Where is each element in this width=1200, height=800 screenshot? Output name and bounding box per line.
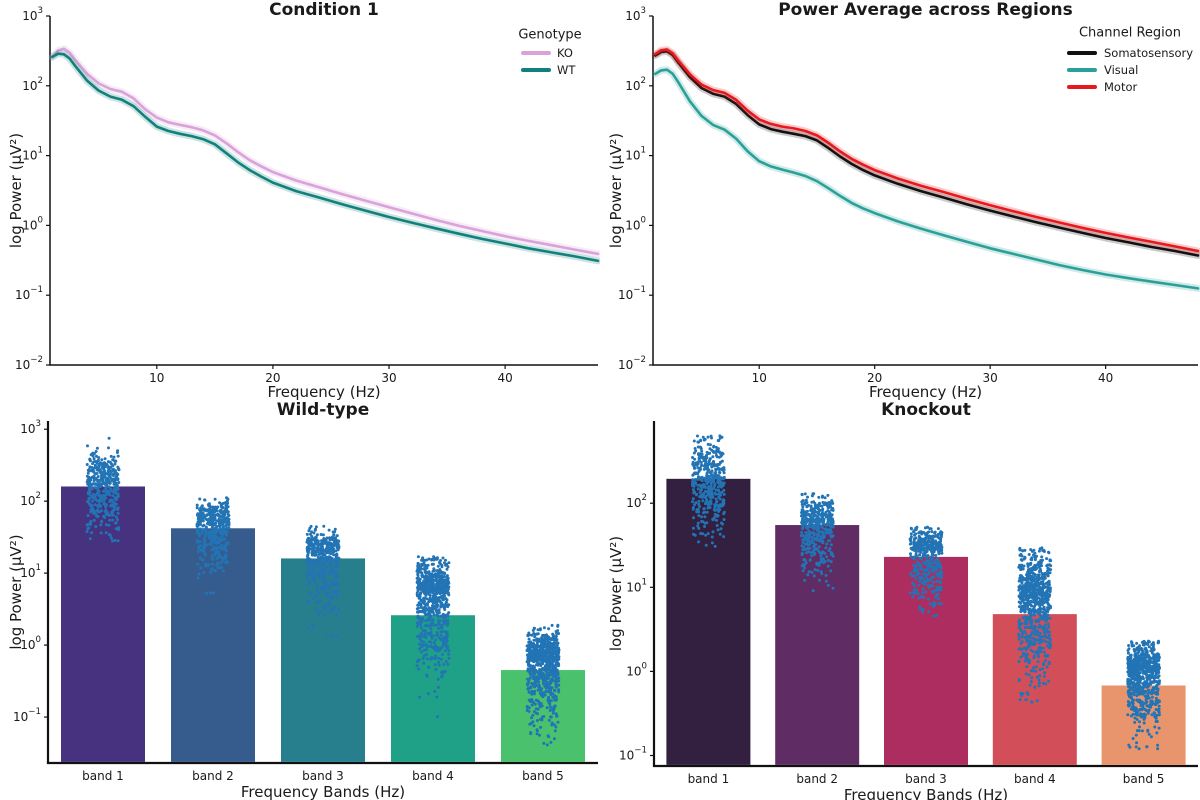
bar-band-5 bbox=[1101, 685, 1186, 765]
legend-label-WT: WT bbox=[557, 63, 576, 77]
panel-wild-type: 103 102 101 100 10−1 log Power (μV²) Wild-type… bbox=[0, 400, 600, 800]
legend-label-Motor: Motor bbox=[1104, 80, 1138, 94]
bar-band-2 bbox=[171, 528, 255, 762]
y-tick-label: 100 bbox=[626, 661, 647, 678]
legend-label-Somatosensory: Somatosensory bbox=[1104, 46, 1193, 60]
strip-band-1 bbox=[691, 434, 726, 548]
line-KO bbox=[51, 47, 600, 256]
x-tick-label: band 5 bbox=[1123, 772, 1165, 786]
y-tick-label: 101 bbox=[625, 146, 646, 163]
strip-band-2 bbox=[799, 492, 835, 593]
strip-band-3 bbox=[305, 524, 341, 638]
x-tick-label: band 1 bbox=[688, 772, 730, 786]
bar-band-1 bbox=[61, 486, 145, 762]
x-tick-label: 10 bbox=[149, 371, 164, 385]
chart-title: Power Average across Regions bbox=[778, 0, 1073, 20]
x-tick-label: band 1 bbox=[82, 769, 124, 783]
x-tick-label: 10 bbox=[752, 371, 767, 385]
y-axis-label: log Power (μV²) bbox=[7, 133, 25, 248]
y-tick-label: 10−1 bbox=[619, 745, 647, 762]
y-tick-label: 102 bbox=[626, 493, 647, 510]
bar-band-4 bbox=[992, 614, 1077, 765]
x-tick-label: band 3 bbox=[905, 772, 947, 786]
strip-band-4 bbox=[1017, 546, 1053, 704]
x-tick-label: band 2 bbox=[796, 772, 838, 786]
y-tick-label: 10−1 bbox=[618, 285, 646, 302]
strip-band-1 bbox=[85, 436, 121, 543]
line-WT bbox=[51, 52, 600, 263]
x-tick-label: band 2 bbox=[192, 769, 234, 783]
y-tick-label: 100 bbox=[625, 215, 646, 232]
x-tick-label: 40 bbox=[497, 371, 512, 385]
x-tick-label: 20 bbox=[867, 371, 882, 385]
panel-condition-1: 103 102 101 100 10−1 10−2 log Power (μV²) Condi… bbox=[0, 0, 600, 400]
chart-knockout: 102 101 100 10−1 log Power (μV²) Knockout band… bbox=[607, 400, 1198, 800]
y-tick-label: 10−1 bbox=[13, 707, 41, 724]
y-tick-label: 100 bbox=[22, 215, 43, 232]
chart-power-average-across-regions: 103 102 101 100 10−1 10−2 log Power (μV²) Power… bbox=[607, 0, 1200, 400]
x-tick-label: 30 bbox=[381, 371, 396, 385]
y-tick-label: 10−2 bbox=[15, 355, 43, 372]
y-tick-label: 10−2 bbox=[618, 355, 646, 372]
ci-band-WT bbox=[48, 50, 600, 265]
line-Motor bbox=[654, 48, 1200, 253]
legend-title: Genotype bbox=[518, 28, 581, 43]
y-tick-label: 102 bbox=[20, 491, 41, 508]
y-tick-label: 101 bbox=[626, 577, 647, 594]
x-tick-label: 40 bbox=[1098, 371, 1113, 385]
chart-title: Condition 1 bbox=[269, 0, 379, 20]
panel-knockout: 102 101 100 10−1 log Power (μV²) Knockout band… bbox=[600, 400, 1200, 800]
legend-title: Channel Region bbox=[1079, 26, 1181, 41]
strip-band-3 bbox=[908, 525, 944, 618]
strip-band-4 bbox=[415, 555, 451, 719]
legend-label-KO: KO bbox=[557, 46, 573, 60]
panel-power-average: 103 102 101 100 10−1 10−2 log Power (μV²) Power… bbox=[600, 0, 1200, 400]
bar-band-4 bbox=[391, 615, 475, 762]
bar-band-2 bbox=[775, 525, 860, 765]
x-tick-label: band 4 bbox=[1014, 772, 1056, 786]
legend: Channel Region Somatosensory Visual Motor bbox=[1067, 26, 1193, 94]
x-tick-label: 30 bbox=[983, 371, 998, 385]
x-tick-label: band 5 bbox=[522, 769, 564, 783]
x-axis-label: Frequency (Hz) bbox=[869, 383, 982, 400]
x-axis-label: Frequency (Hz) bbox=[267, 383, 380, 400]
y-axis-label: log Power (μV²) bbox=[607, 536, 625, 651]
y-tick-label: 103 bbox=[20, 419, 41, 436]
bar-band-1 bbox=[666, 478, 751, 765]
y-tick-label: 102 bbox=[22, 76, 43, 93]
y-tick-label: 102 bbox=[625, 76, 646, 93]
chart-condition-1: 103 102 101 100 10−1 10−2 log Power (μV²) Condi… bbox=[7, 0, 600, 400]
bar-band-3 bbox=[884, 556, 968, 765]
legend: Genotype KO WT bbox=[518, 28, 581, 78]
line-Visual bbox=[654, 68, 1200, 290]
x-tick-label: band 4 bbox=[412, 769, 454, 783]
x-tick-label: 20 bbox=[265, 371, 280, 385]
y-tick-label: 103 bbox=[625, 6, 646, 23]
line-Somatosensory bbox=[654, 50, 1200, 257]
y-tick-label: 10−1 bbox=[15, 285, 43, 302]
strip-band-2 bbox=[195, 496, 231, 595]
x-axis-label: Frequency Bands (Hz) bbox=[241, 783, 405, 800]
x-tick-label: band 3 bbox=[302, 769, 344, 783]
legend-label-Visual: Visual bbox=[1104, 63, 1138, 77]
y-axis-label: log Power (μV²) bbox=[607, 133, 625, 248]
y-axis-label: log Power (μV²) bbox=[7, 534, 25, 649]
ci-band-KO bbox=[48, 45, 600, 258]
x-axis-label: Frequency Bands (Hz) bbox=[844, 786, 1008, 800]
strip-band-5 bbox=[525, 623, 561, 747]
strip-band-5 bbox=[1126, 639, 1161, 751]
y-tick-label: 103 bbox=[22, 6, 43, 23]
y-tick-label: 101 bbox=[22, 146, 43, 163]
chart-title: Wild-type bbox=[277, 400, 370, 420]
bar-band-3 bbox=[281, 558, 365, 762]
chart-title: Knockout bbox=[881, 400, 971, 420]
